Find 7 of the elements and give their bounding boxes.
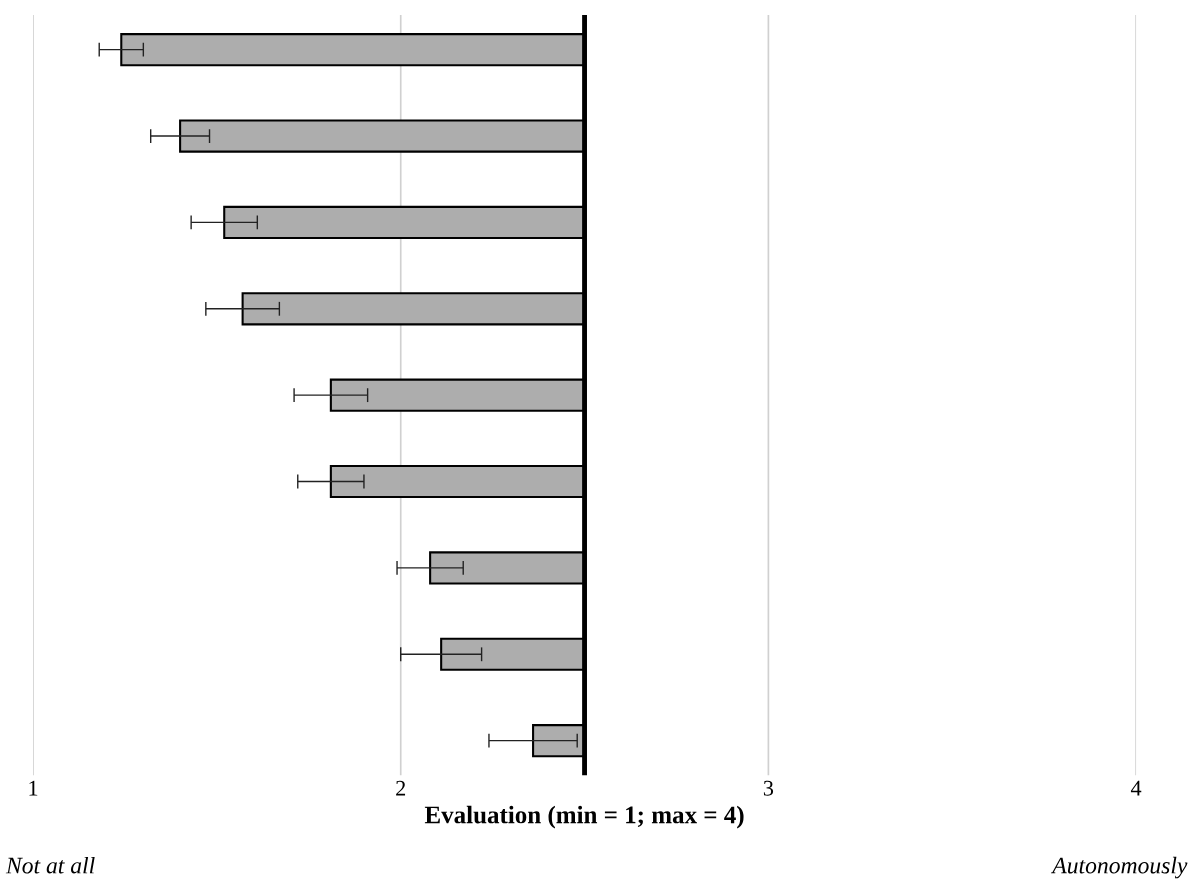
x-tick-label: 1 <box>29 780 38 796</box>
x-tick-label: 3 <box>763 780 774 796</box>
x-tick-label: 4 <box>1130 780 1142 796</box>
text: Not at all <box>5 856 95 874</box>
x-tick-label: 2 <box>396 780 406 796</box>
text: Autonomously <box>1051 856 1188 879</box>
x-axis-title: Evaluation (min = 1; max = 4) <box>424 805 744 829</box>
